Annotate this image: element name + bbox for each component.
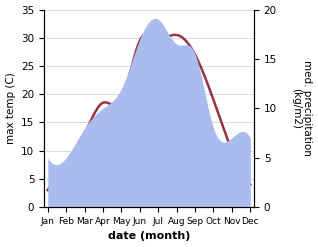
Y-axis label: med. precipitation
(kg/m2): med. precipitation (kg/m2) bbox=[291, 61, 313, 156]
Y-axis label: max temp (C): max temp (C) bbox=[5, 72, 16, 144]
X-axis label: date (month): date (month) bbox=[108, 231, 190, 242]
